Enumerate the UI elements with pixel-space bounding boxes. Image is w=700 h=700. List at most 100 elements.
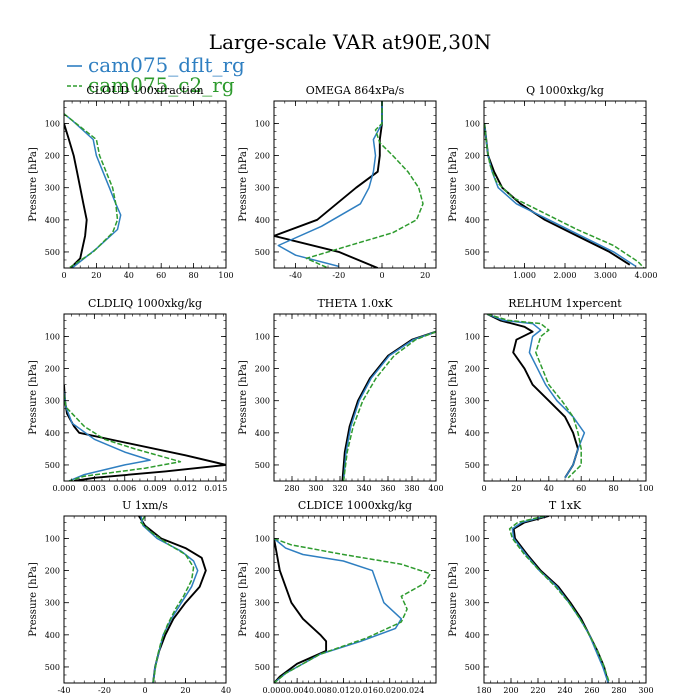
x-tick-label: 0.020 — [378, 686, 401, 695]
series-line — [138, 516, 207, 683]
x-tick-label: 0 — [379, 271, 384, 280]
chart-panel: RELHUM 1xpercent Pressure [hPa] 0 20 40 60 80 1… — [448, 297, 654, 493]
series-line — [274, 101, 383, 268]
x-tick-label: 100 — [638, 484, 653, 493]
x-tick-label: 340 — [356, 484, 371, 493]
panel-title: CLOUD 100xfraction — [86, 84, 203, 97]
y-axis-label: Pressure [hPa] — [238, 562, 249, 637]
series-group — [486, 314, 586, 479]
panel-title: RELHUM 1xpercent — [508, 297, 622, 310]
chart-panel: T 1xK Pressure [hPa] 180 200 220 240 260 280 300… — [448, 499, 654, 695]
y-tick-label: 100 — [465, 332, 480, 341]
series-line — [64, 123, 88, 268]
y-tick-label: 300 — [45, 599, 60, 608]
y-tick-label: 200 — [255, 365, 270, 374]
y-tick-label: 200 — [465, 152, 480, 161]
chart-panel: THETA 1.0xK Pressure [hPa] 280 300 320 340 360… — [238, 297, 444, 493]
series-line — [140, 516, 195, 683]
x-tick-label: 0.024 — [401, 686, 424, 695]
series-line — [484, 123, 645, 268]
x-tick-label: 280 — [284, 484, 299, 493]
panel-title: Q 1000xkg/kg — [526, 84, 604, 97]
plot-frame — [63, 313, 227, 482]
plot-frame — [273, 100, 437, 269]
series-line — [64, 394, 182, 481]
x-tick-label: 4.000 — [635, 271, 658, 280]
y-tick-label: 200 — [255, 567, 270, 576]
x-tick-label: 20 — [91, 271, 101, 280]
y-tick-label: 500 — [465, 461, 480, 470]
x-tick-label: 40 — [221, 686, 231, 695]
series-group — [274, 537, 431, 683]
x-tick-label: 100 — [218, 271, 233, 280]
y-tick-label: 400 — [255, 216, 270, 225]
y-axis-label: Pressure [hPa] — [238, 360, 249, 435]
figure-title: Large-scale VAR at90E,30N — [209, 30, 491, 54]
series-group — [64, 384, 226, 481]
plot-frame — [483, 313, 647, 482]
y-tick-label: 100 — [465, 534, 480, 543]
panel-title: THETA 1.0xK — [317, 297, 393, 310]
y-tick-label: 400 — [465, 216, 480, 225]
y-tick-label: 500 — [45, 248, 60, 257]
series-line — [486, 314, 586, 479]
panels-grid: CLOUD 100xfraction Pressure [hPa] 0 20 40 60 8… — [28, 84, 657, 695]
y-tick-label: 300 — [465, 184, 480, 193]
x-tick-label: 60 — [156, 271, 166, 280]
series-group — [484, 123, 645, 268]
x-tick-label: 0.015 — [204, 484, 227, 493]
y-tick-label: 100 — [45, 119, 60, 128]
series-line — [274, 538, 328, 683]
y-tick-label: 500 — [255, 461, 270, 470]
x-tick-label: 200 — [503, 686, 518, 695]
x-tick-label: 0.000 — [263, 686, 286, 695]
x-tick-label: 260 — [584, 686, 599, 695]
y-tick-label: 200 — [255, 152, 270, 161]
x-tick-label: 400 — [428, 484, 443, 493]
y-tick-label: 300 — [255, 397, 270, 406]
x-tick-label: 0.008 — [309, 686, 332, 695]
y-axis-label: Pressure [hPa] — [448, 562, 459, 637]
series-group — [508, 516, 611, 683]
series-line — [486, 314, 579, 479]
y-tick-label: 500 — [255, 663, 270, 672]
y-tick-label: 200 — [45, 567, 60, 576]
x-tick-label: 0 — [481, 484, 486, 493]
x-tick-label: 0.003 — [83, 484, 106, 493]
y-tick-label: 200 — [45, 365, 60, 374]
x-tick-label: -40 — [289, 271, 302, 280]
x-tick-label: 300 — [638, 686, 653, 695]
series-line — [274, 537, 431, 683]
chart-panel: CLOUD 100xfraction Pressure [hPa] 0 20 40 60 8… — [28, 84, 234, 280]
series-line — [64, 391, 151, 481]
y-tick-label: 100 — [465, 119, 480, 128]
y-tick-label: 500 — [45, 663, 60, 672]
y-tick-label: 300 — [255, 599, 270, 608]
x-tick-label: 0.004 — [286, 686, 309, 695]
x-tick-label: 380 — [404, 484, 419, 493]
y-tick-label: 500 — [255, 248, 270, 257]
series-group — [274, 101, 424, 268]
x-tick-label: 0.006 — [113, 484, 136, 493]
y-tick-label: 100 — [255, 534, 270, 543]
y-tick-label: 400 — [45, 429, 60, 438]
x-tick-label: 20 — [180, 686, 190, 695]
x-tick-label: 20 — [420, 271, 430, 280]
y-tick-label: 100 — [45, 332, 60, 341]
y-tick-label: 300 — [465, 599, 480, 608]
series-line — [511, 516, 609, 683]
panel-title: OMEGA 864xPa/s — [306, 84, 405, 97]
y-tick-label: 500 — [45, 461, 60, 470]
x-tick-label: 0.012 — [174, 484, 197, 493]
x-tick-label: 80 — [189, 271, 199, 280]
y-tick-label: 100 — [45, 534, 60, 543]
x-tick-label: 180 — [476, 686, 491, 695]
series-line — [274, 537, 403, 683]
y-tick-label: 400 — [45, 216, 60, 225]
y-axis-label: Pressure [hPa] — [28, 147, 39, 222]
y-tick-label: 400 — [465, 429, 480, 438]
legend-label: cam075_c2_rg — [88, 73, 235, 97]
x-tick-label: 0.009 — [144, 484, 167, 493]
series-line — [508, 516, 611, 683]
x-tick-label: -20 — [98, 686, 111, 695]
